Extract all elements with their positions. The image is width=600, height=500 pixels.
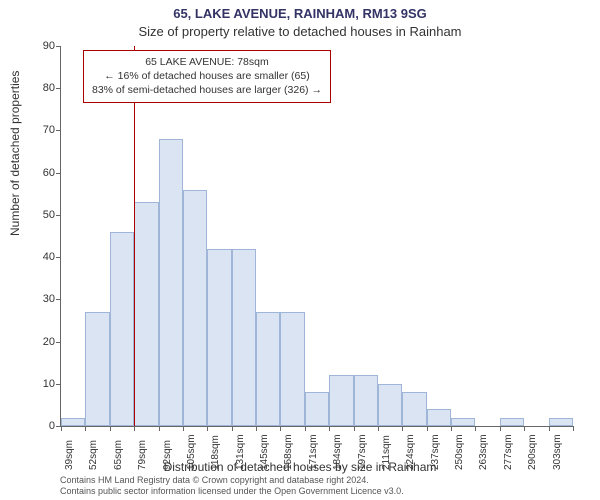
- footer-line2: Contains public sector information licen…: [60, 486, 572, 496]
- x-tick-mark: [329, 426, 330, 431]
- x-tick-mark: [378, 426, 379, 431]
- histogram-bar: [256, 312, 280, 426]
- plot-area: 010203040506070809039sqm52sqm65sqm79sqm9…: [60, 46, 573, 427]
- histogram-bar: [329, 375, 353, 426]
- x-tick-mark: [475, 426, 476, 431]
- x-axis-label: Distribution of detached houses by size …: [0, 460, 600, 474]
- subtitle: Size of property relative to detached ho…: [0, 24, 600, 39]
- x-tick-mark: [159, 426, 160, 431]
- y-tick-mark: [56, 384, 61, 385]
- histogram-bar: [61, 418, 85, 426]
- y-tick-mark: [56, 215, 61, 216]
- annotation-line2: ← 16% of detached houses are smaller (65…: [92, 69, 322, 83]
- y-axis-label: Number of detached properties: [8, 71, 22, 236]
- y-tick-label: 50: [21, 209, 55, 221]
- x-tick-mark: [451, 426, 452, 431]
- footer-line1: Contains HM Land Registry data © Crown c…: [60, 475, 572, 485]
- x-tick-mark: [110, 426, 111, 431]
- x-tick-mark: [305, 426, 306, 431]
- histogram-bar: [280, 312, 304, 426]
- y-tick-mark: [56, 299, 61, 300]
- histogram-bar: [85, 312, 109, 426]
- histogram-bar: [402, 392, 426, 426]
- histogram-bar: [549, 418, 573, 426]
- x-tick-mark: [85, 426, 86, 431]
- x-tick-mark: [573, 426, 574, 431]
- x-tick-mark: [500, 426, 501, 431]
- histogram-bar: [110, 232, 134, 426]
- histogram-bar: [500, 418, 524, 426]
- x-tick-mark: [524, 426, 525, 431]
- histogram-bar: [207, 249, 231, 426]
- y-tick-label: 20: [21, 336, 55, 348]
- x-tick-mark: [232, 426, 233, 431]
- y-tick-mark: [56, 46, 61, 47]
- x-tick-mark: [354, 426, 355, 431]
- y-tick-mark: [56, 88, 61, 89]
- x-tick-mark: [183, 426, 184, 431]
- x-tick-mark: [427, 426, 428, 431]
- y-tick-mark: [56, 130, 61, 131]
- title-address: 65, LAKE AVENUE, RAINHAM, RM13 9SG: [0, 6, 600, 21]
- histogram-bar: [232, 249, 256, 426]
- y-tick-label: 70: [21, 124, 55, 136]
- histogram-bar: [378, 384, 402, 426]
- histogram-bar: [427, 409, 451, 426]
- histogram-bar: [354, 375, 378, 426]
- y-tick-mark: [56, 257, 61, 258]
- chart-container: 65, LAKE AVENUE, RAINHAM, RM13 9SG Size …: [0, 0, 600, 500]
- y-tick-label: 60: [21, 167, 55, 179]
- y-tick-label: 80: [21, 82, 55, 94]
- y-tick-label: 90: [21, 40, 55, 52]
- annotation-line1: 65 LAKE AVENUE: 78sqm: [92, 55, 322, 69]
- x-tick-mark: [207, 426, 208, 431]
- x-tick-mark: [280, 426, 281, 431]
- x-tick-mark: [134, 426, 135, 431]
- y-tick-label: 10: [21, 378, 55, 390]
- histogram-bar: [134, 202, 158, 426]
- histogram-bar: [159, 139, 183, 426]
- annotation-line3: 83% of semi-detached houses are larger (…: [92, 83, 322, 97]
- x-tick-mark: [402, 426, 403, 431]
- footer-attribution: Contains HM Land Registry data © Crown c…: [60, 475, 572, 496]
- histogram-bar: [183, 190, 207, 426]
- histogram-bar: [305, 392, 329, 426]
- y-tick-label: 40: [21, 251, 55, 263]
- y-tick-mark: [56, 173, 61, 174]
- x-tick-mark: [549, 426, 550, 431]
- histogram-bar: [451, 418, 475, 426]
- y-tick-label: 30: [21, 293, 55, 305]
- x-tick-mark: [256, 426, 257, 431]
- y-tick-mark: [56, 342, 61, 343]
- y-tick-label: 0: [21, 420, 55, 432]
- annotation-box: 65 LAKE AVENUE: 78sqm← 16% of detached h…: [83, 50, 331, 103]
- reference-line: [134, 46, 135, 426]
- x-tick-mark: [61, 426, 62, 431]
